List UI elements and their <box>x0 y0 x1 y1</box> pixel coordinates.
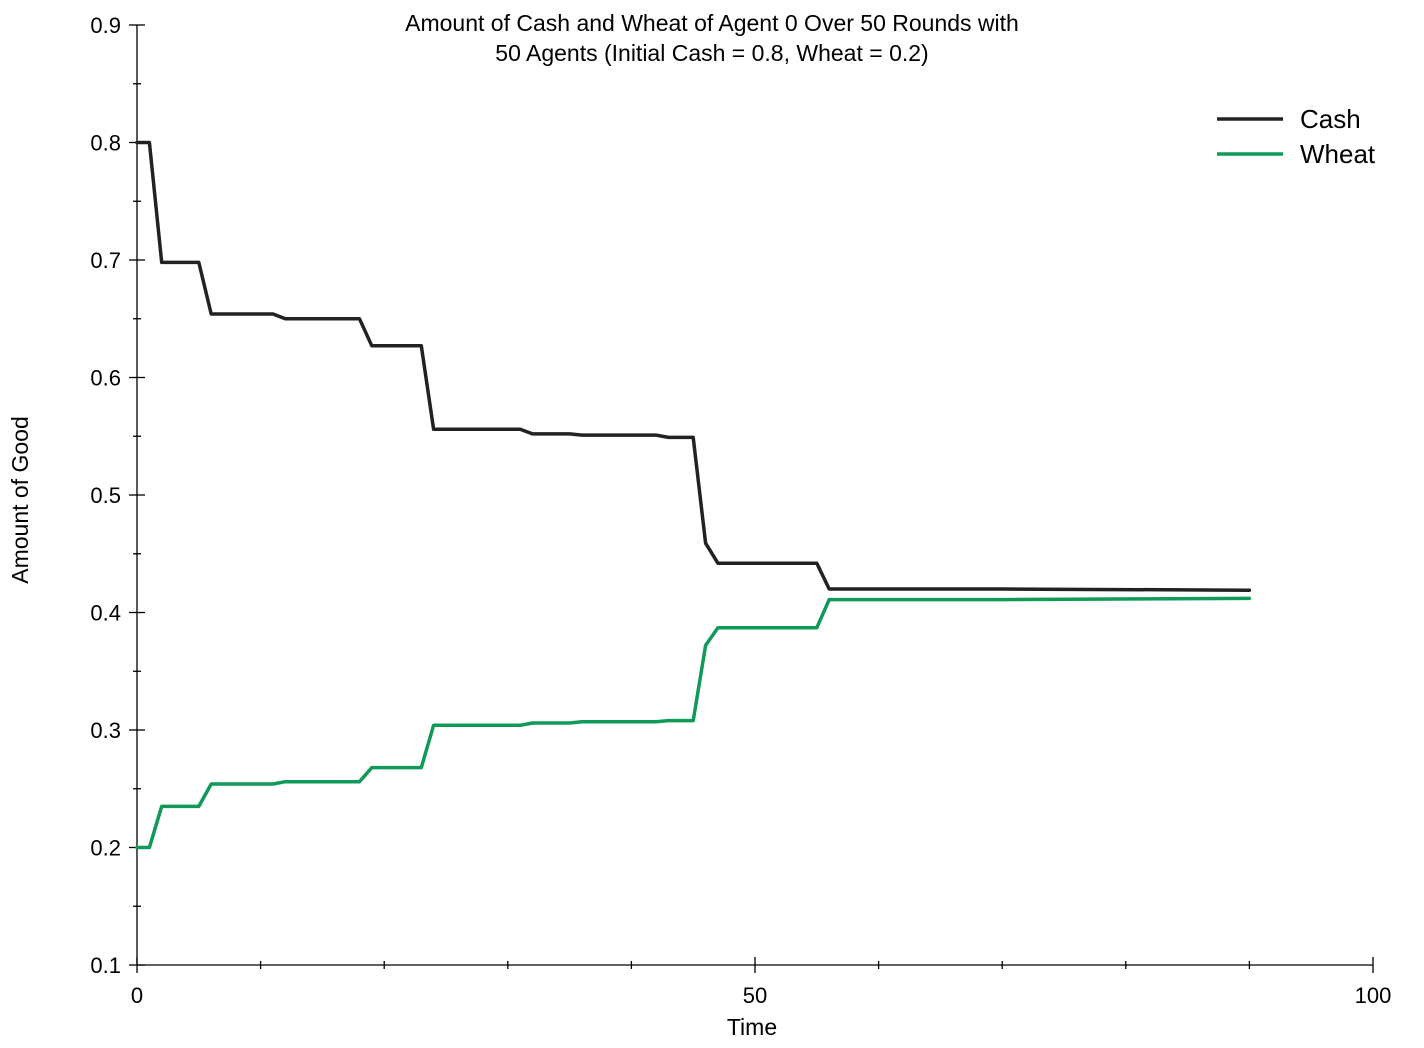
x-axis-title: Time <box>727 1014 777 1040</box>
chart-title-line-2: 50 Agents (Initial Cash = 0.8, Wheat = 0… <box>495 40 929 66</box>
axes: 0.1 0.2 0.3 0.4 0.5 0.6 0.7 0.8 0.9 0 50 100 <box>90 13 1391 1008</box>
y-axis-title: Amount of Good <box>7 416 33 584</box>
legend-label-wheat: Wheat <box>1300 139 1376 169</box>
x-tick-label: 100 <box>1355 983 1392 1008</box>
legend-label-cash: Cash <box>1300 104 1361 134</box>
y-tick-label: 0.6 <box>90 366 121 391</box>
y-tick-label: 0.3 <box>90 718 121 743</box>
y-tick-label: 0.7 <box>90 248 121 273</box>
y-tick-label: 0.1 <box>90 953 121 978</box>
series-line-wheat <box>135 596 1252 850</box>
y-tick-label: 0.4 <box>90 601 121 626</box>
y-tick-label: 0.9 <box>90 13 121 38</box>
series-lines <box>135 140 1252 850</box>
series-line-cash <box>135 140 1252 592</box>
x-tick-label: 50 <box>743 983 767 1008</box>
x-tick-label: 0 <box>131 983 143 1008</box>
y-tick-label: 0.5 <box>90 483 121 508</box>
legend: Cash Wheat <box>1217 104 1376 169</box>
chart-title-line-1: Amount of Cash and Wheat of Agent 0 Over… <box>405 10 1019 36</box>
y-tick-label: 0.8 <box>90 131 121 156</box>
y-tick-label: 0.2 <box>90 836 121 861</box>
